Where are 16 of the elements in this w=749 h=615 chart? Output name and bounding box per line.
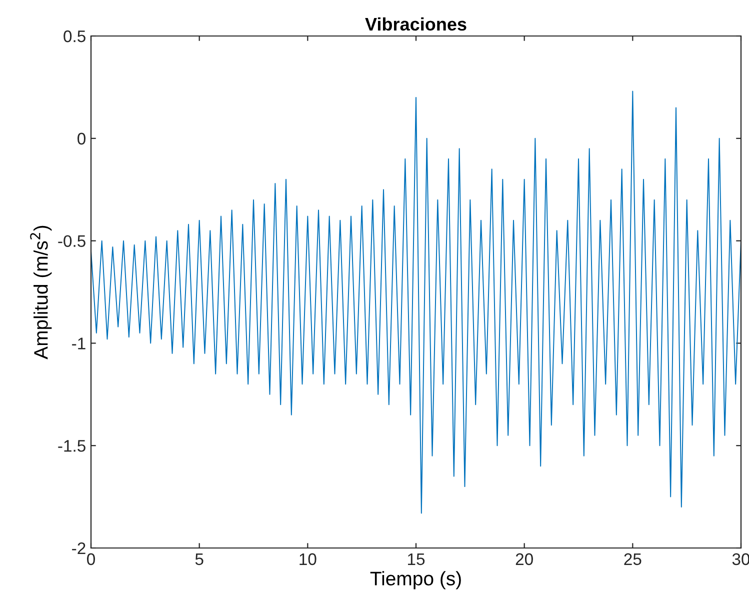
y-tick-label: -0.5	[58, 235, 86, 248]
x-tick-label: 10	[300, 553, 316, 566]
y-tick-label: -1.5	[58, 440, 86, 452]
line-series	[91, 90, 741, 514]
x-tick-label: 25	[624, 553, 642, 566]
x-tick-label: 15	[408, 553, 425, 566]
chart-title: Vibraciones	[365, 17, 466, 31]
y-tick-label: 0	[78, 132, 86, 145]
y-tick-label: -2	[72, 542, 86, 554]
y-axis-title: Amplitud (m/s$^{2}$)	[30, 226, 52, 360]
x-tick-label: 0	[87, 553, 95, 566]
x-axis-title: Tiempo (s)	[370, 571, 461, 590]
x-tick-label: 20	[516, 553, 533, 566]
y-tick-label: -1	[72, 338, 86, 350]
x-tick-label: 5	[195, 553, 204, 566]
y-tick-label: 0.5	[64, 30, 86, 42]
